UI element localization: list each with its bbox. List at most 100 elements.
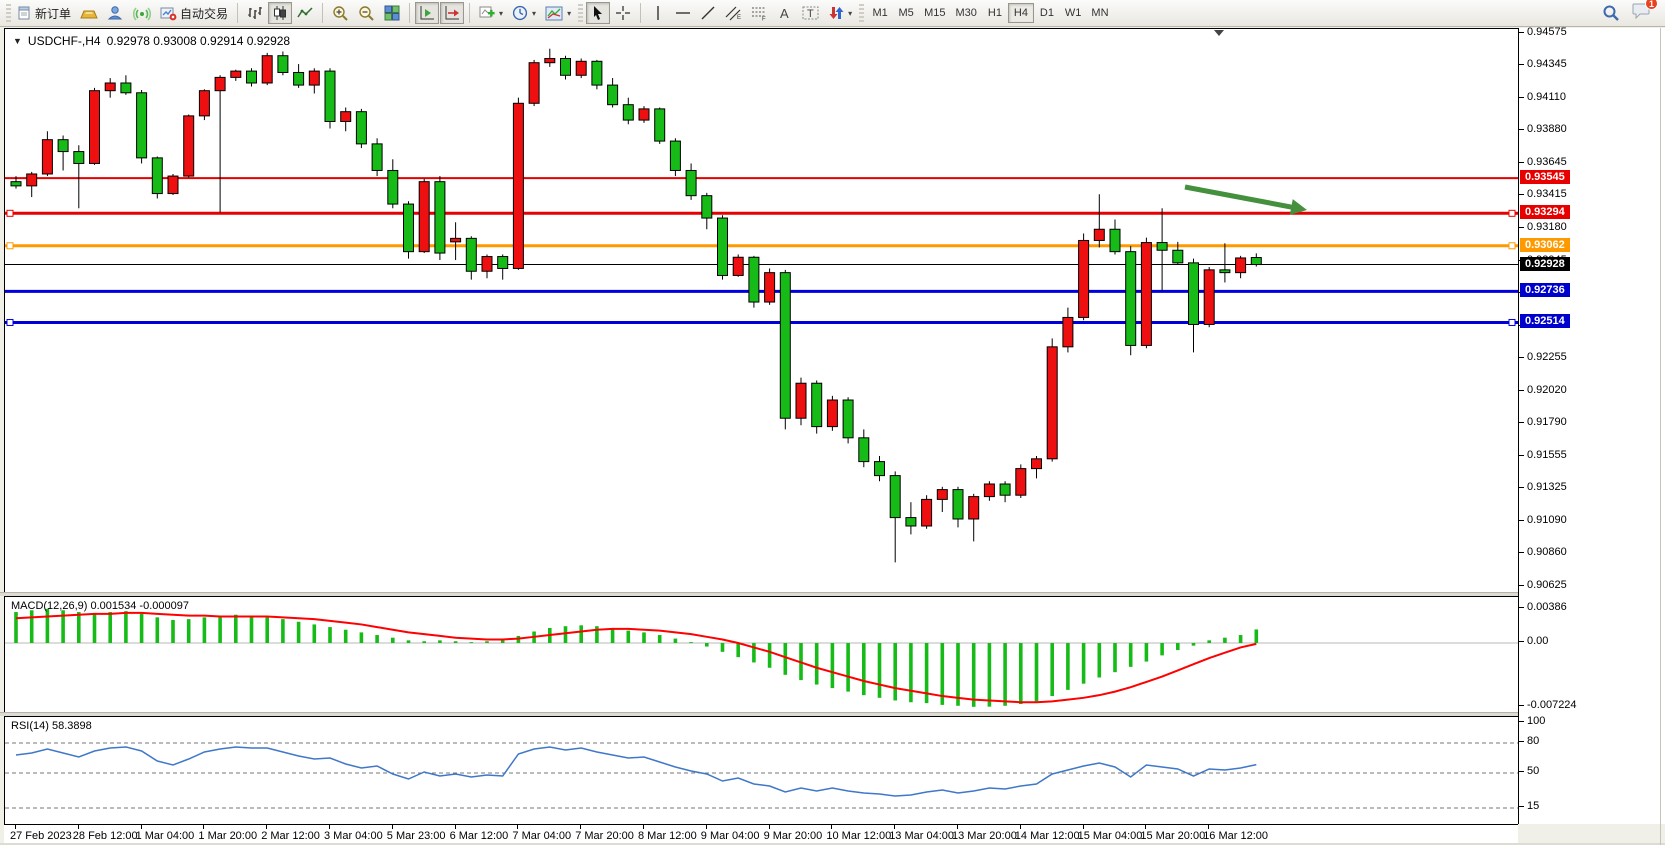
periods-icon[interactable]: ▾ — [508, 2, 540, 24]
time-tick — [391, 825, 393, 829]
macd-histogram-bar — [249, 615, 254, 643]
panel-separator[interactable] — [0, 592, 1665, 596]
tile-windows-icon[interactable] — [380, 2, 404, 24]
macd-histogram-bar — [1081, 643, 1086, 684]
timeframe-button-w1[interactable]: W1 — [1060, 3, 1087, 23]
line-handle[interactable] — [1508, 209, 1516, 217]
macd-panel: MACD(12,26,9) 0.001534 -0.000097 — [4, 596, 1519, 712]
panel-separator[interactable] — [0, 712, 1665, 716]
candlestick-chart-icon[interactable] — [268, 2, 293, 24]
zoom-in-icon[interactable] — [328, 2, 353, 24]
macd-histogram-bar — [77, 612, 81, 643]
time-label: 15 Mar 04:00 — [1077, 830, 1143, 842]
crosshair-icon[interactable] — [611, 2, 635, 24]
timeframe-button-h4[interactable]: H4 — [1007, 3, 1034, 23]
candle-body — [293, 71, 305, 86]
equidistant-channel-icon[interactable]: E — [721, 2, 746, 24]
timeframe-button-m5[interactable]: M5 — [893, 3, 919, 23]
timeframe-button-m30[interactable]: M30 — [951, 3, 982, 23]
time-tick — [1145, 825, 1147, 829]
collapse-icon[interactable]: ▼ — [13, 36, 22, 46]
macd-histogram-bar — [1144, 643, 1149, 662]
candle — [371, 138, 383, 177]
text-icon[interactable]: A — [773, 2, 797, 24]
horizontal-line-icon[interactable] — [671, 2, 695, 24]
rsi-chart-svg — [5, 742, 1519, 809]
candle-body — [1046, 346, 1058, 460]
candle — [183, 114, 195, 178]
candle — [403, 201, 414, 259]
toolbar-grip[interactable] — [578, 4, 584, 22]
candle — [308, 68, 320, 94]
candle — [167, 173, 179, 195]
new-order-button[interactable]: 新订单 — [14, 2, 75, 24]
toolbar-grip[interactable] — [6, 4, 11, 22]
trendline-icon[interactable] — [696, 2, 720, 24]
candle — [936, 486, 948, 512]
line-handle[interactable] — [1508, 318, 1516, 326]
macd-histogram-bar — [108, 612, 112, 643]
line-handle[interactable] — [1508, 242, 1516, 250]
candle-body — [1172, 249, 1184, 264]
time-tick — [1208, 825, 1210, 829]
candle-body — [465, 237, 477, 272]
candle-body — [10, 181, 22, 187]
fibonacci-icon[interactable]: F — [747, 2, 772, 24]
profile-icon[interactable] — [103, 2, 128, 24]
candle — [858, 429, 870, 468]
macd-histogram-bar — [610, 627, 615, 643]
zoom-out-icon[interactable] — [354, 2, 379, 24]
timeframe-button-m15[interactable]: M15 — [919, 3, 950, 23]
timeframe-button-m1[interactable]: M1 — [867, 3, 893, 23]
arrows-icon[interactable]: ▾ — [824, 2, 856, 24]
line-handle[interactable] — [6, 318, 14, 326]
auto-scroll-icon[interactable] — [415, 2, 440, 24]
line-handle[interactable] — [6, 242, 14, 250]
search-icon[interactable] — [1598, 2, 1624, 24]
macd-histogram-bar — [579, 625, 583, 643]
trend-arrow[interactable] — [1184, 184, 1296, 211]
candle — [999, 481, 1011, 503]
candle-body — [544, 57, 556, 64]
timeframe-button-d1[interactable]: D1 — [1034, 3, 1060, 23]
candle-body — [26, 173, 38, 187]
macd-histogram-bar — [1223, 637, 1227, 643]
candle-body — [528, 62, 540, 104]
candle-body — [418, 181, 430, 253]
autotrading-button[interactable]: 自动交易 — [156, 2, 232, 24]
candle-body — [246, 70, 257, 84]
timeframe-button-mn[interactable]: MN — [1086, 3, 1113, 23]
market-watch-icon[interactable] — [76, 2, 102, 24]
signals-icon[interactable] — [129, 2, 155, 24]
time-tick — [329, 825, 330, 829]
line-chart-icon[interactable] — [293, 2, 317, 24]
macd-histogram-bar — [375, 635, 379, 643]
svg-text:E: E — [737, 15, 741, 21]
cursor-icon[interactable] — [586, 2, 611, 24]
templates-icon[interactable]: ▾ — [541, 2, 575, 24]
notifications-icon[interactable]: 1 — [1632, 0, 1658, 24]
indicators-icon[interactable]: ▾ — [475, 2, 507, 24]
candle — [952, 486, 964, 528]
line-handle[interactable] — [6, 209, 14, 217]
macd-histogram-bar — [862, 643, 866, 696]
chart-shift-icon[interactable] — [440, 2, 465, 24]
text-label-icon[interactable]: T — [798, 2, 823, 24]
bar-chart-icon[interactable] — [243, 2, 267, 24]
time-label: 10 Mar 12:00 — [826, 830, 892, 842]
vertical-line-icon[interactable] — [646, 2, 670, 24]
candle-body — [622, 104, 634, 121]
candle — [1046, 338, 1058, 462]
time-tick — [957, 825, 958, 829]
time-tick — [643, 825, 644, 829]
candle — [1203, 267, 1215, 328]
candle-body — [371, 143, 383, 171]
level-price-badge: 0.93545 — [1520, 170, 1570, 185]
timeframe-button-h1[interactable]: H1 — [982, 3, 1008, 23]
time-label: 7 Mar 20:00 — [575, 830, 634, 842]
toolbar-separator — [409, 3, 411, 23]
toolbar-grip[interactable] — [859, 4, 865, 22]
time-axis: 27 Feb 2023 28 Feb 12:00 1 Mar 04:00 1 Mar … — [4, 824, 1518, 843]
candle-body — [450, 237, 462, 243]
macd-histogram-bar — [359, 632, 364, 643]
